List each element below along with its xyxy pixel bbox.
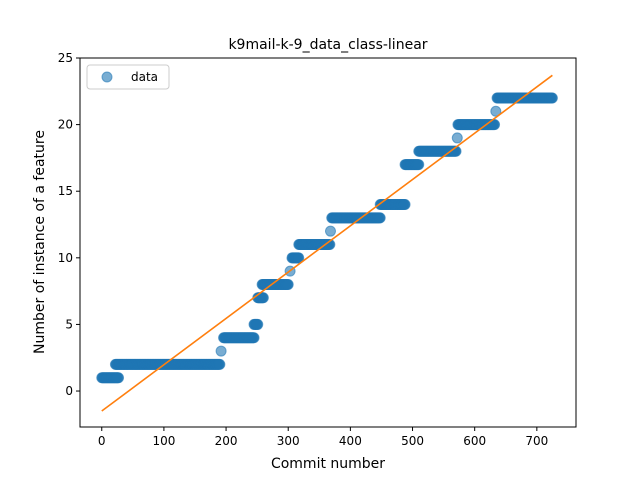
- data-point: [451, 132, 463, 144]
- data-marks: [96, 92, 558, 384]
- data-point: [324, 225, 336, 237]
- data-point: [113, 372, 125, 384]
- x-axis: 0 100 200 300 400 500 600 700: [98, 427, 548, 448]
- data-point: [214, 358, 226, 370]
- x-tick-label: 0: [98, 434, 106, 448]
- x-tick-label: 100: [152, 434, 175, 448]
- fit-line: [101, 74, 553, 412]
- data-point: [248, 332, 260, 344]
- x-axis-label: Commit number: [271, 456, 385, 472]
- data-point: [282, 278, 294, 290]
- legend-box: [86, 64, 170, 90]
- x-tick-label: 600: [463, 434, 486, 448]
- y-tick-label: 15: [58, 184, 73, 198]
- fit-line-group: [101, 74, 553, 412]
- y-tick-label: 10: [58, 251, 73, 265]
- x-tick-label: 200: [215, 434, 238, 448]
- data-point: [257, 292, 269, 304]
- y-axis: 0 5 10 15 20 25: [58, 51, 80, 398]
- data-point: [252, 318, 264, 330]
- plot-frame: [79, 57, 577, 428]
- y-tick-label: 20: [58, 118, 73, 132]
- chart-title: k9mail-k-9_data_class-linear: [228, 37, 427, 53]
- x-tick-label: 500: [401, 434, 424, 448]
- data-point: [489, 119, 501, 131]
- data-point: [293, 252, 305, 264]
- data-point: [490, 105, 502, 117]
- y-tick-label: 25: [58, 51, 73, 65]
- legend-marker: [101, 71, 113, 83]
- x-tick-label: 300: [277, 434, 300, 448]
- x-tick-label: 700: [525, 434, 548, 448]
- y-axis-label: Number of instance of a feature: [32, 130, 48, 354]
- data-point: [546, 92, 558, 104]
- y-tick-label: 0: [65, 384, 73, 398]
- x-tick-label: 400: [339, 434, 362, 448]
- y-tick-label: 5: [65, 317, 73, 331]
- data-point: [374, 212, 386, 224]
- data-point: [215, 345, 227, 357]
- legend: data: [86, 64, 170, 90]
- data-point: [413, 159, 425, 171]
- legend-label-data: data: [131, 70, 158, 84]
- data-point: [399, 199, 411, 211]
